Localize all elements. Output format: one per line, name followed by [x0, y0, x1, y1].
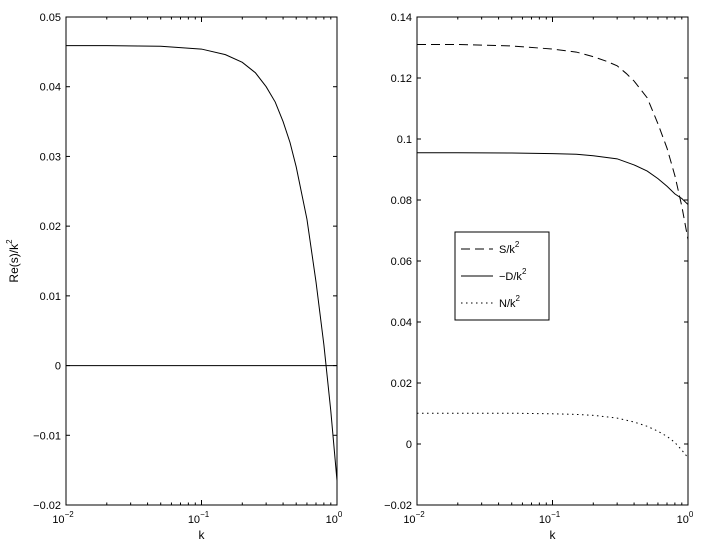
y-tick-label: 0.06 — [391, 256, 412, 268]
y-tick-label: 0.04 — [40, 82, 61, 94]
legend: S/k2 −D/k2 N/k2 — [454, 231, 550, 321]
x-tick-label: 10−2 — [403, 510, 425, 526]
y-tick-label: 0 — [55, 361, 61, 373]
x-axis-label: k — [199, 528, 206, 542]
y-tick-label: 0.1 — [397, 134, 412, 146]
series-line-1 — [417, 43, 689, 240]
series-line-2 — [417, 152, 689, 205]
series-line-3 — [417, 412, 689, 459]
y-tick-label: 0 — [406, 439, 412, 451]
legend-entry-2: −D/k2 — [499, 267, 527, 283]
y-axis-label: Re(s)/k2 — [5, 239, 21, 283]
y-tick-label: 0.03 — [40, 151, 61, 163]
y-tick-label: 0.12 — [391, 73, 412, 85]
y-tick-label: −0.02 — [33, 500, 61, 512]
y-tick-label: 0.01 — [40, 291, 61, 303]
chart-2: −0.02 0 0.02 0.04 0.06 0.08 0.1 0.12 0.14 10−2 10−… — [384, 12, 694, 542]
y-tick-label: 0.14 — [391, 12, 412, 24]
series-line-1 — [66, 45, 338, 481]
y-tick-label: 0.04 — [391, 317, 412, 329]
y-tick-label: 0.02 — [391, 378, 412, 390]
x-tick-label: 10−1 — [188, 510, 210, 526]
x-tick-label: 100 — [677, 510, 694, 526]
legend-entry-1: S/k2 — [499, 240, 520, 256]
x-tick-label: 10−2 — [52, 510, 74, 526]
plot-frame — [65, 16, 338, 506]
y-tick-label: −0.01 — [33, 430, 61, 442]
legend-entry-3: N/k2 — [499, 294, 521, 310]
x-axis-label: k — [550, 528, 557, 542]
y-tick-label: 0.02 — [40, 221, 61, 233]
x-tick-label: 10−1 — [539, 510, 561, 526]
y-tick-label: −0.02 — [384, 500, 412, 512]
x-tick-label: 100 — [326, 510, 343, 526]
chart-1: −0.02 −0.01 0 0.01 0.02 0.03 0.04 0.05 10−2 10−1 1… — [5, 12, 343, 542]
y-tick-label: 0.08 — [391, 195, 412, 207]
y-tick-label: 0.05 — [40, 12, 61, 24]
